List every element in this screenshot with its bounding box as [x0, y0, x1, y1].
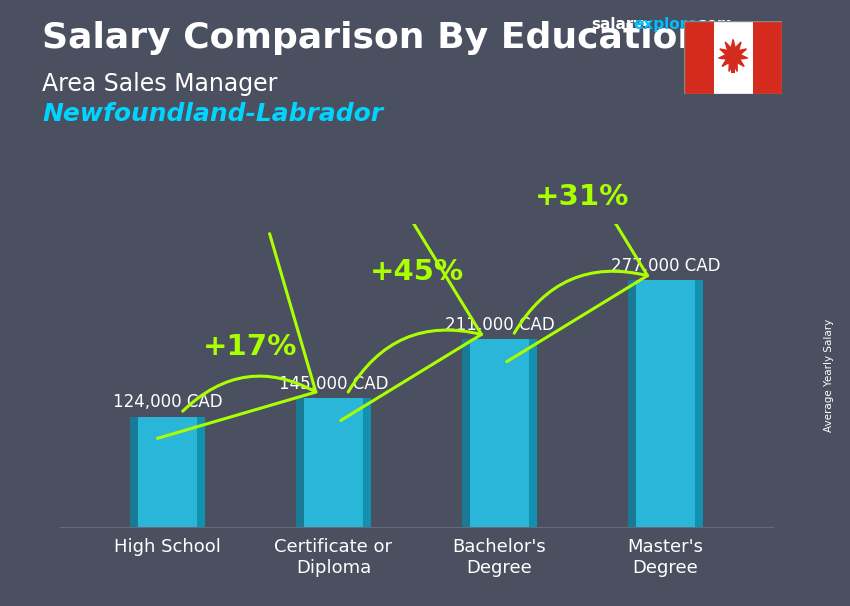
Text: Newfoundland-Labrador: Newfoundland-Labrador [42, 102, 383, 126]
Bar [628, 281, 636, 527]
Text: 211,000 CAD: 211,000 CAD [445, 316, 554, 334]
Bar [296, 398, 303, 527]
Text: 124,000 CAD: 124,000 CAD [112, 393, 222, 411]
Bar [714, 21, 753, 94]
FancyArrowPatch shape [341, 194, 481, 421]
Bar [197, 417, 205, 527]
Text: Salary Comparison By Education: Salary Comparison By Education [42, 21, 704, 55]
FancyArrowPatch shape [507, 135, 648, 362]
Bar [363, 398, 371, 527]
Bar [130, 417, 138, 527]
Bar [628, 281, 703, 527]
FancyArrowPatch shape [157, 234, 316, 438]
Bar [462, 339, 537, 527]
Bar [684, 21, 714, 94]
Text: explorer: explorer [633, 17, 706, 32]
Bar [530, 339, 537, 527]
Bar [752, 21, 782, 94]
Text: +31%: +31% [536, 183, 630, 211]
Polygon shape [718, 39, 748, 72]
Text: .com: .com [693, 17, 734, 32]
Text: salary: salary [591, 17, 643, 32]
Text: Area Sales Manager: Area Sales Manager [42, 72, 278, 96]
Text: 145,000 CAD: 145,000 CAD [279, 375, 388, 393]
Text: 277,000 CAD: 277,000 CAD [611, 257, 720, 275]
Bar [731, 65, 735, 73]
Text: +17%: +17% [203, 333, 298, 361]
Bar [695, 281, 703, 527]
Bar [296, 398, 371, 527]
Text: Average Yearly Salary: Average Yearly Salary [824, 319, 834, 432]
Text: +45%: +45% [370, 258, 463, 285]
Bar [462, 339, 470, 527]
Bar [130, 417, 205, 527]
